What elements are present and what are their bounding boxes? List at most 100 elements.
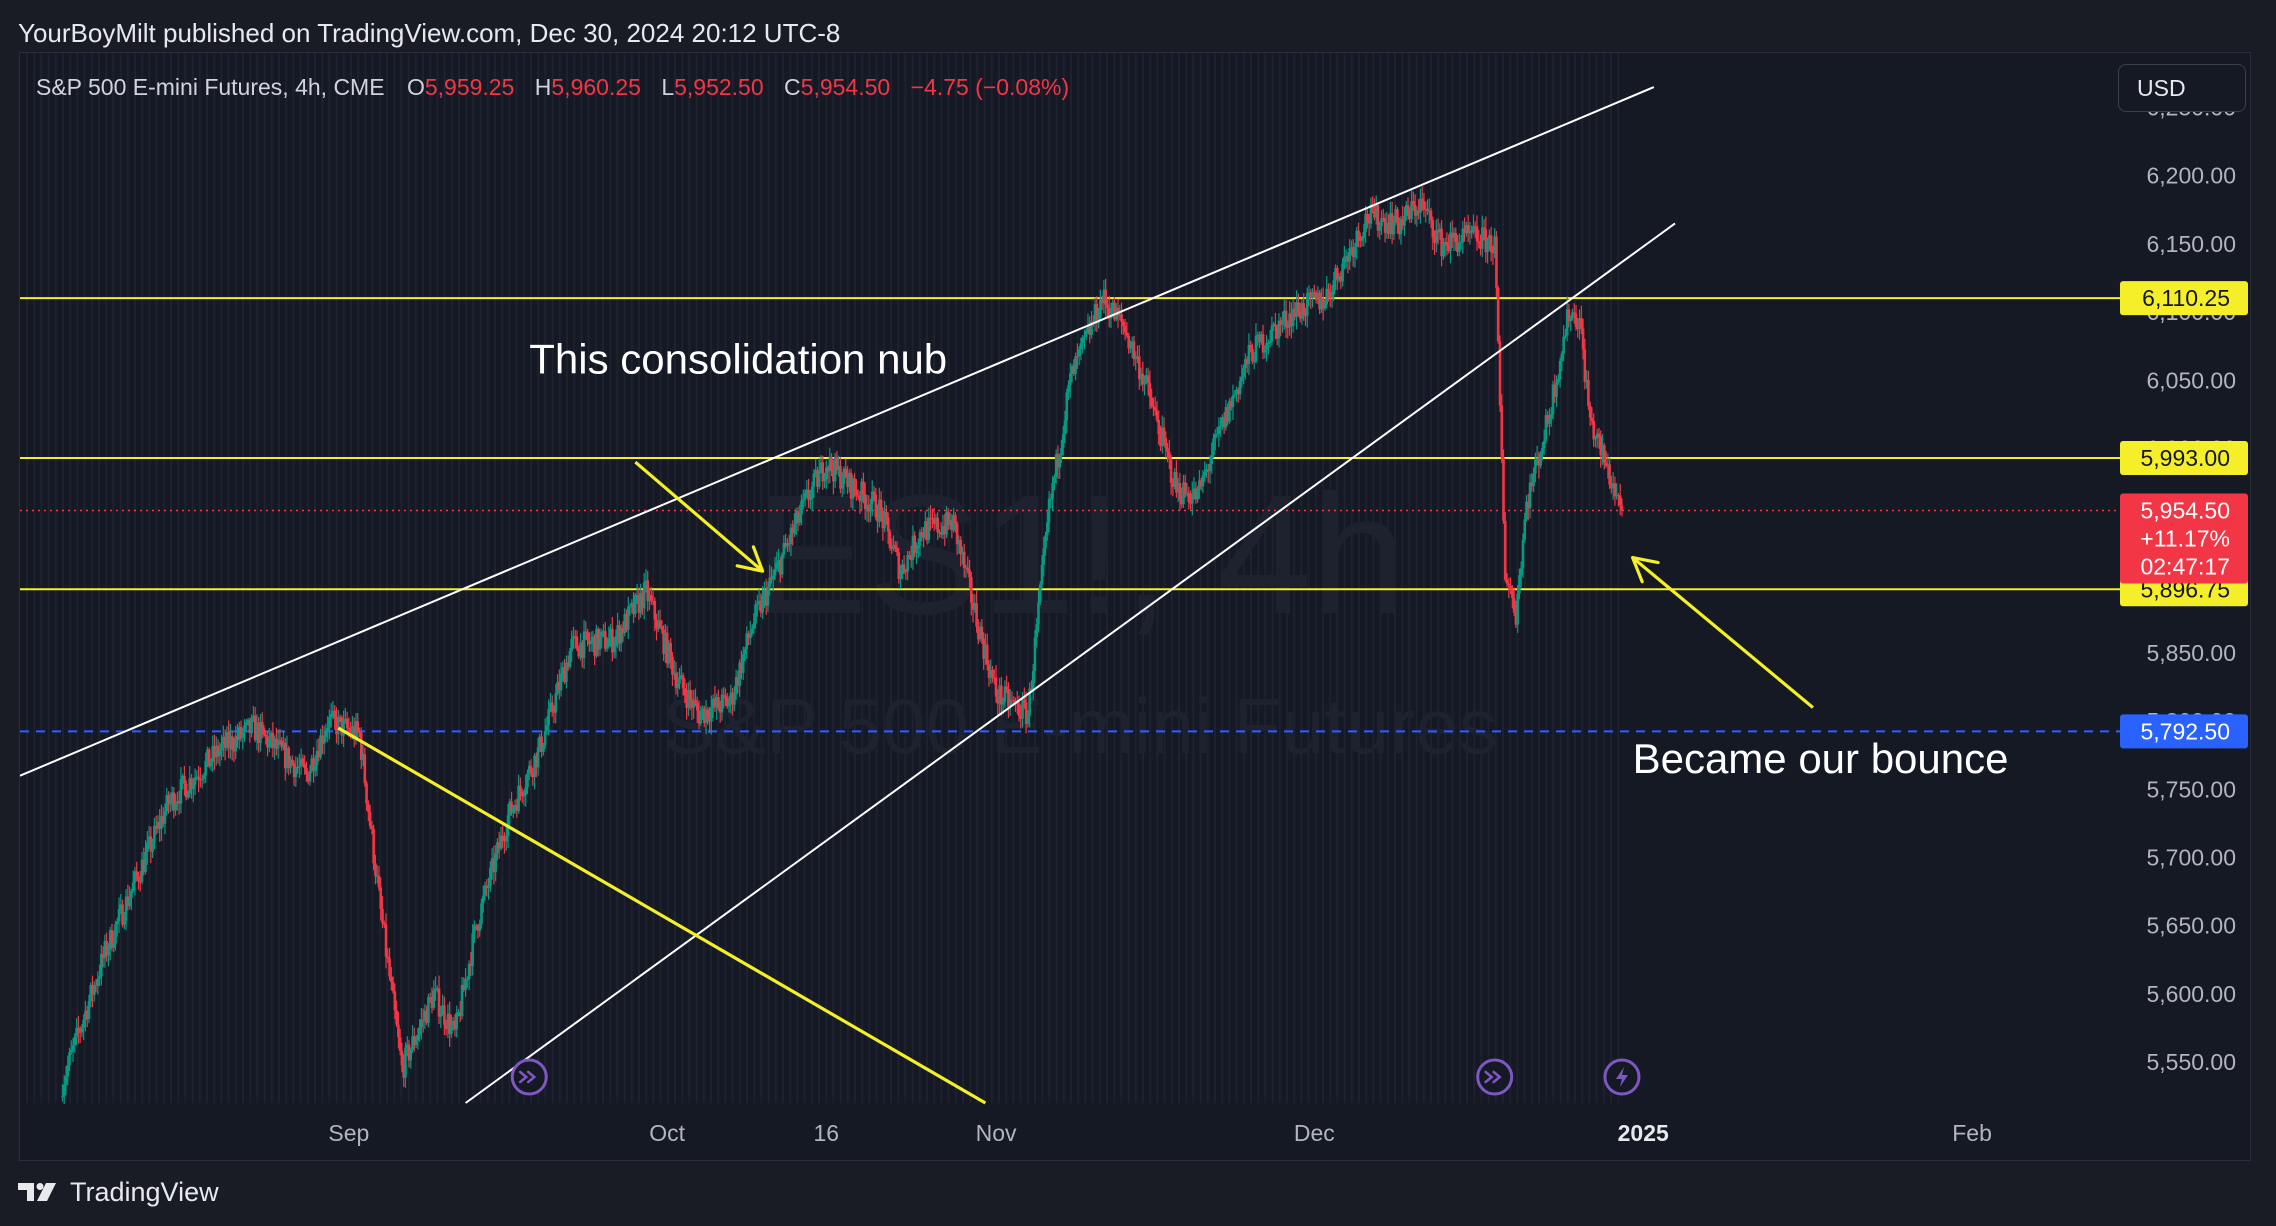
session-stripe (810, 53, 813, 1103)
trendline[interactable] (337, 726, 987, 1105)
candle-body (688, 689, 692, 700)
session-stripe (1250, 53, 1252, 1103)
candle-body (200, 778, 204, 780)
session-stripe (1574, 53, 1576, 1103)
chart-svg[interactable]: ES1!, 4hS&P 500 E-mini Futures This cons… (20, 53, 2251, 1161)
session-stripe (803, 53, 806, 1103)
candle-body (303, 764, 306, 768)
candle-body (1272, 324, 1275, 326)
candle-body (1213, 434, 1217, 439)
session-stripe (1149, 53, 1152, 1103)
candle-body (1298, 311, 1302, 319)
candle-body (1353, 246, 1357, 258)
candle-body (674, 672, 678, 688)
candle-body (1061, 434, 1065, 448)
candle-body (1026, 715, 1030, 724)
candle-body (748, 633, 752, 639)
candle-body (1127, 335, 1130, 349)
session-stripe (1466, 53, 1468, 1103)
candle-body (1046, 522, 1049, 536)
candle-body (1558, 360, 1562, 380)
candle-body (549, 702, 552, 709)
candle-body (766, 586, 770, 606)
candle-body (649, 595, 653, 601)
candle-body (922, 535, 925, 538)
candle-body (1145, 375, 1148, 380)
candle-body (916, 545, 920, 549)
candle-body (372, 828, 375, 864)
candle-body (911, 535, 915, 561)
candle-body (1601, 445, 1604, 456)
session-stripe (609, 53, 612, 1103)
candle-body (469, 963, 473, 967)
candle-body (527, 765, 531, 774)
footer-brand[interactable]: TradingView (18, 1172, 219, 1212)
candle-body (1099, 299, 1102, 318)
economic-event-icon[interactable] (510, 1058, 548, 1096)
candle-body (1281, 319, 1284, 326)
candle-body (252, 715, 255, 719)
session-stripe (760, 53, 763, 1103)
candle-body (655, 619, 658, 629)
candle-body (973, 603, 977, 610)
candle-body (1436, 230, 1440, 233)
symbol-legend[interactable]: S&P 500 E-mini Futures, 4h, CME O5,959.2… (36, 74, 1069, 101)
trendline[interactable] (20, 86, 1655, 777)
candle-body (405, 1044, 409, 1048)
candle-body (1238, 381, 1242, 395)
candle-body (1081, 337, 1084, 344)
candle-body (501, 835, 505, 841)
candle-body (1270, 325, 1274, 342)
candle-body (885, 511, 888, 518)
price-tick-label: 5,600.00 (2146, 981, 2236, 1007)
session-stripe (1019, 53, 1022, 1103)
candle-body (740, 662, 743, 673)
candle-body (374, 863, 377, 876)
candle-body (1314, 294, 1318, 301)
candle-body (64, 1076, 68, 1086)
candle-body (1049, 498, 1053, 500)
candle-body (1410, 201, 1413, 219)
price-tick-label: 5,550.00 (2146, 1049, 2236, 1075)
candle-body (893, 545, 897, 549)
candle-body (863, 494, 867, 510)
candle-body (644, 580, 648, 583)
currency-button[interactable]: USD (2118, 64, 2246, 112)
candle-body (839, 465, 842, 489)
chart-area[interactable]: ES1!, 4h S&P 500 E-mini Futures This cons… (19, 52, 2251, 1161)
candle-body (1288, 313, 1291, 328)
candle-body (738, 662, 741, 686)
legend-symbol[interactable]: S&P 500 E-mini Futures, 4h, CME (36, 74, 385, 100)
candle-body (367, 803, 370, 813)
annotation-arrow[interactable] (634, 460, 764, 573)
session-stripe (911, 53, 914, 1103)
candle-body (773, 568, 777, 576)
candle-body (1328, 292, 1332, 298)
annotation-arrow[interactable] (1631, 556, 1814, 709)
candle-body (1595, 433, 1599, 439)
candle-body (268, 738, 271, 748)
candle-body (331, 710, 335, 714)
candle-body (1539, 453, 1542, 466)
candle-body (957, 539, 961, 545)
candle-body (1201, 475, 1205, 487)
candle-body (764, 590, 768, 606)
session-stripe (155, 53, 158, 1103)
price-tick-label: 5,750.00 (2146, 776, 2236, 802)
trendline[interactable] (464, 222, 1676, 1104)
economic-event-icon[interactable] (1476, 1058, 1514, 1096)
candle-body (282, 742, 285, 748)
candle-body (612, 646, 616, 653)
candle-body (1461, 228, 1465, 243)
candle-body (1233, 394, 1237, 396)
trendlines (20, 86, 1676, 1105)
candle-body (1231, 395, 1235, 408)
candle-body (1295, 302, 1298, 318)
candle-body (257, 722, 261, 743)
candle-body (1334, 268, 1337, 281)
candle-body (1587, 379, 1590, 406)
session-stripe (1048, 53, 1051, 1103)
candle-body (646, 580, 650, 602)
candle-body (124, 896, 128, 921)
candle-body (1426, 208, 1429, 212)
